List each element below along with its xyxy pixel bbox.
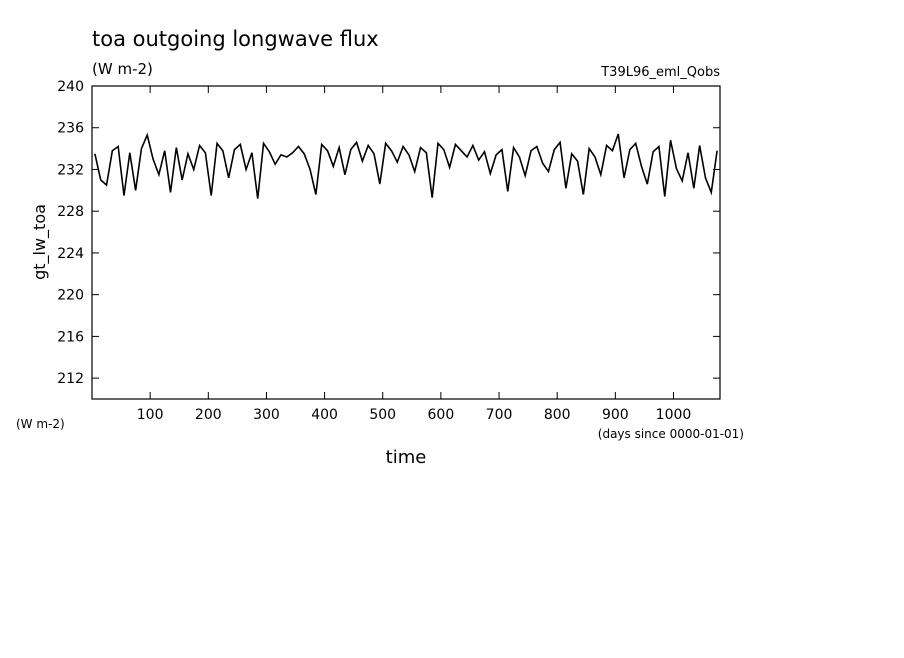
x-tick-label: 300	[253, 407, 280, 423]
x-tick-label: 1000	[656, 407, 692, 423]
y-axis-label: gt_lw_toa	[30, 204, 50, 280]
x-tick-label: 800	[544, 407, 571, 423]
y-tick-label: 232	[57, 162, 84, 178]
y-unit: (W m-2)	[16, 417, 65, 431]
x-axis-label: time	[386, 447, 427, 468]
y-tick-label: 236	[57, 121, 84, 137]
chart-title: toa outgoing longwave flux	[92, 27, 379, 51]
y-tick-label: 220	[57, 288, 84, 304]
x-tick-label: 700	[486, 407, 513, 423]
chart-subtitle: (W m-2)	[92, 60, 153, 78]
x-tick-label: 100	[137, 407, 164, 423]
y-tick-label: 212	[57, 371, 84, 387]
x-tick-label: 900	[602, 407, 629, 423]
y-tick-label: 216	[57, 329, 84, 345]
y-tick-label: 224	[57, 246, 84, 262]
run-label: T39L96_eml_Qobs	[600, 65, 720, 80]
data-line	[94, 132, 718, 199]
x-tick-label: 500	[369, 407, 396, 423]
x-tick-label: 200	[195, 407, 222, 423]
x-tick-label: 600	[428, 407, 455, 423]
y-tick-label: 228	[57, 204, 84, 220]
plot-frame	[91, 85, 721, 400]
x-unit: (days since 0000-01-01)	[598, 427, 744, 441]
x-tick-label: 400	[311, 407, 338, 423]
y-tick-label: 240	[57, 79, 84, 95]
